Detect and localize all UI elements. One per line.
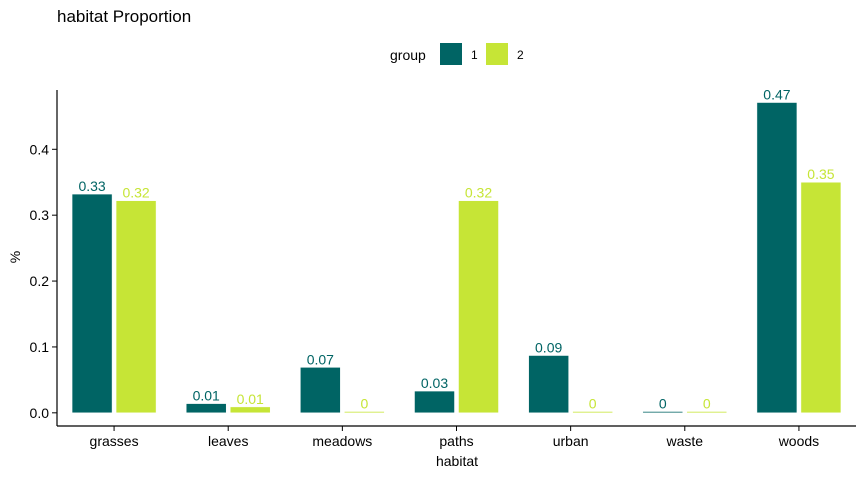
data-label-woods-group-1: 0.47 bbox=[763, 87, 790, 103]
bar-urban-group-1 bbox=[528, 355, 569, 414]
bar-waste-group-1 bbox=[642, 411, 684, 414]
chart-title: habitat Proportion bbox=[57, 7, 191, 26]
legend-title: group bbox=[390, 47, 426, 63]
x-tick-label-leaves: leaves bbox=[208, 433, 248, 449]
data-label-waste-group-1: 0 bbox=[659, 396, 667, 412]
bars bbox=[71, 102, 842, 414]
bar-grasses-group-2 bbox=[115, 200, 157, 414]
x-axis-ticks: grasses leaves meadows paths urban waste woods bbox=[90, 426, 819, 449]
bar-labels: 0.33 0.32 0.01 0.01 0.07 0 0.03 0.32 0.09 0 0 0 0.47… bbox=[78, 87, 834, 412]
y-tick-label: 0.1 bbox=[30, 339, 50, 355]
y-tick-label: 0.0 bbox=[30, 405, 50, 421]
legend-key-1 bbox=[440, 43, 462, 65]
x-axis-label: habitat bbox=[436, 453, 478, 469]
bar-urban-group-2 bbox=[572, 411, 613, 414]
bar-grasses-group-1 bbox=[71, 193, 113, 414]
y-tick-label: 0.4 bbox=[30, 141, 50, 157]
y-tick-label: 0.2 bbox=[30, 273, 50, 289]
data-label-leaves-group-1: 0.01 bbox=[193, 388, 220, 404]
bar-leaves-group-2 bbox=[229, 406, 271, 414]
bar-leaves-group-1 bbox=[185, 403, 227, 414]
data-label-paths-group-1: 0.03 bbox=[421, 375, 448, 391]
legend-key-2 bbox=[486, 43, 508, 65]
data-label-urban-group-2: 0 bbox=[589, 396, 597, 412]
bar-paths-group-2 bbox=[458, 200, 499, 414]
data-label-grasses-group-2: 0.32 bbox=[122, 185, 149, 201]
data-label-leaves-group-2: 0.01 bbox=[237, 391, 264, 407]
x-tick-label-grasses: grasses bbox=[90, 433, 139, 449]
legend: group 1 2 bbox=[390, 43, 524, 65]
data-label-paths-group-2: 0.32 bbox=[465, 185, 492, 201]
bar-meadows-group-1 bbox=[300, 367, 341, 414]
bar-woods-group-1 bbox=[756, 102, 798, 414]
x-tick-label-waste: waste bbox=[665, 433, 703, 449]
x-tick-label-woods: woods bbox=[778, 433, 819, 449]
bar-woods-group-2 bbox=[800, 181, 842, 414]
legend-label-2: 2 bbox=[517, 48, 524, 62]
data-label-meadows-group-1: 0.07 bbox=[307, 351, 334, 367]
data-label-grasses-group-1: 0.33 bbox=[78, 178, 105, 194]
data-label-waste-group-2: 0 bbox=[703, 396, 711, 412]
data-label-woods-group-2: 0.35 bbox=[807, 166, 834, 182]
x-tick-label-paths: paths bbox=[439, 433, 473, 449]
legend-label-1: 1 bbox=[471, 48, 478, 62]
bar-meadows-group-2 bbox=[344, 411, 385, 414]
data-label-urban-group-1: 0.09 bbox=[535, 340, 562, 356]
data-label-meadows-group-2: 0 bbox=[360, 396, 368, 412]
x-tick-label-meadows: meadows bbox=[312, 433, 372, 449]
bar-waste-group-2 bbox=[686, 411, 728, 414]
x-tick-label-urban: urban bbox=[553, 433, 589, 449]
y-tick-label: 0.3 bbox=[30, 207, 50, 223]
y-axis-label: % bbox=[7, 251, 23, 263]
bar-paths-group-1 bbox=[414, 390, 455, 414]
y-axis-ticks: 0.0 0.1 0.2 0.3 0.4 bbox=[30, 141, 57, 421]
